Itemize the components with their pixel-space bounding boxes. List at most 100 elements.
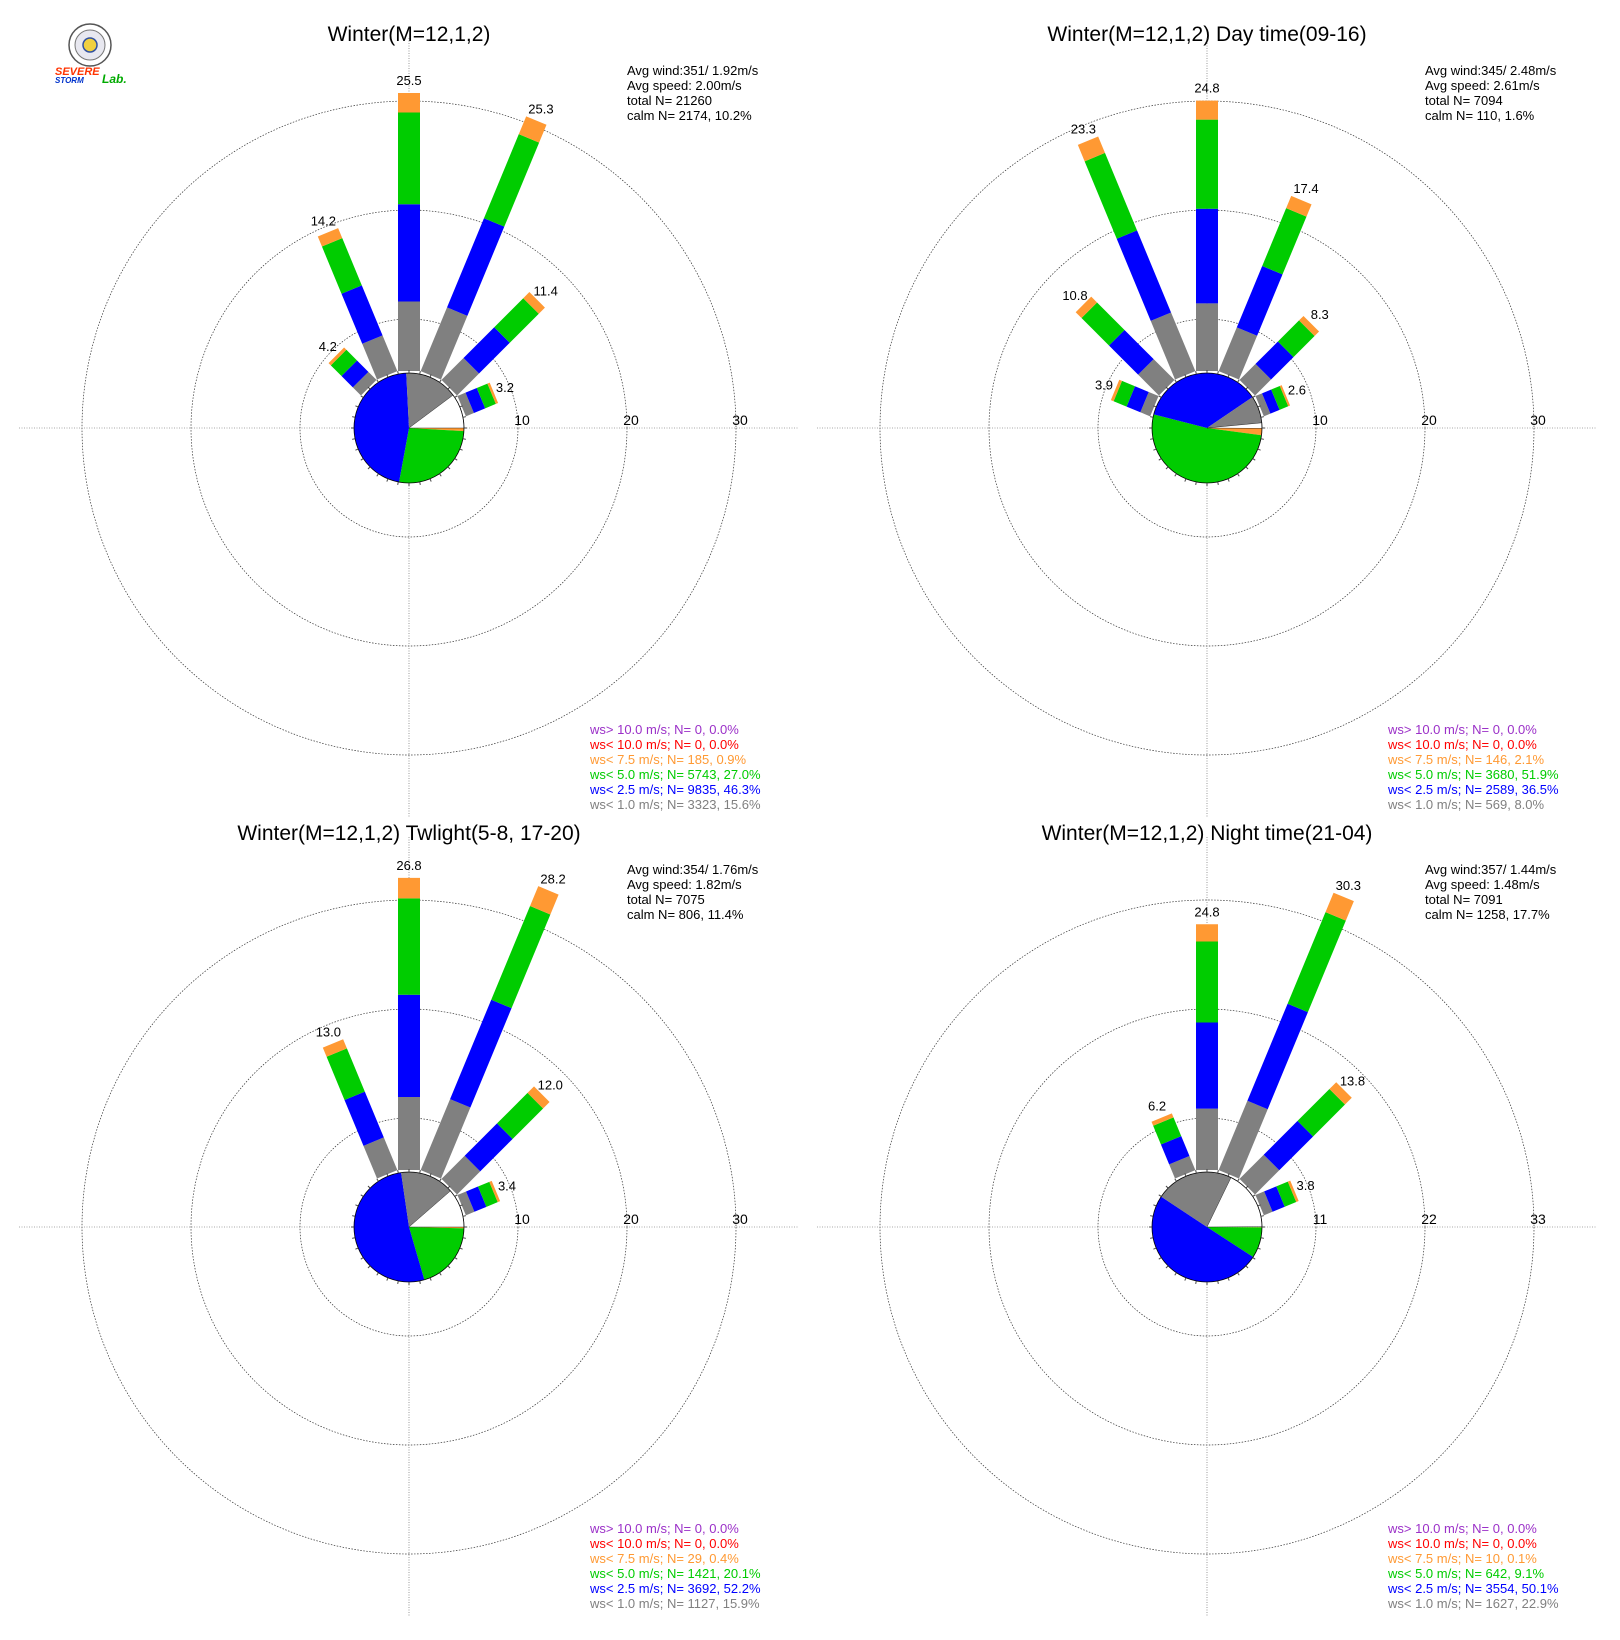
pie-tick: [1184, 478, 1187, 482]
bar-segment-lt7_5: [328, 347, 347, 366]
pie-slice-lt2_5: [1152, 1196, 1254, 1282]
bar-label: 28.2: [540, 871, 565, 886]
pie-tick: [1245, 466, 1249, 470]
bar-segment-lt2_5: [344, 1091, 384, 1146]
bar-segment-lt7_5: [1287, 1180, 1299, 1202]
bar-segment-lt5: [330, 349, 358, 377]
bar-segment-lt7_5: [1279, 385, 1291, 407]
bar-segment-lt2_5: [398, 994, 420, 1097]
pie-tick: [1252, 1194, 1256, 1197]
bar-label: 11.4: [533, 283, 557, 298]
bar-segment-lt7_5: [1110, 379, 1123, 402]
bar-segment-lt7_5: [487, 382, 499, 404]
pie-tick: [1158, 395, 1162, 398]
ring-label: 10: [1312, 412, 1328, 428]
bar-segment-lt5: [326, 1048, 365, 1101]
bar-segment-lt1: [1255, 1191, 1273, 1216]
bar-segment-lt5: [1196, 119, 1218, 209]
legend-entry-gt10: ws> 10.0 m/s; N= 0, 0.0%: [589, 722, 739, 737]
bar-segment-lt2_5: [463, 327, 510, 374]
bar-segment-lt2_5: [1196, 208, 1218, 304]
wind-rose-panel: Winter(M=12,1,2) Night time(21-04) 11 22 33…: [817, 822, 1597, 1617]
logo-text-lab: Lab.: [102, 72, 127, 86]
bar-label: 3.2: [496, 380, 514, 395]
pie-tick: [1227, 374, 1230, 378]
bar-segment-lt2_5: [1236, 265, 1283, 336]
ring-label: 20: [623, 412, 639, 428]
bar-segment-lt7_5: [398, 93, 420, 113]
bar-segment-lt5: [1276, 1181, 1297, 1207]
bar-segment-lt5: [398, 112, 420, 205]
bar-label: 4.2: [319, 339, 337, 354]
direction-bar: 23.3: [1071, 122, 1196, 380]
panel-title: Winter(M=12,1,2) Twlight(5-8, 17-20): [237, 822, 580, 845]
pie-tick: [439, 1178, 442, 1182]
bar-segment-lt1: [457, 392, 474, 417]
pie-slice-lt5: [399, 428, 464, 483]
ring-label: 33: [1530, 1211, 1546, 1227]
pie-tick: [462, 1215, 466, 1217]
direction-bar: 3.2: [457, 380, 514, 417]
legend-entry-lt10: ws< 10.0 m/s; N= 0, 0.0%: [589, 737, 739, 752]
bar-segment-lt5: [491, 906, 551, 1009]
stats-line: Avg wind:354/ 1.76m/s: [627, 862, 759, 877]
pie-tick: [1257, 405, 1261, 408]
ring-label: 20: [623, 1211, 639, 1227]
bar-label: 13.8: [1340, 1074, 1365, 1089]
pie-slice-lt1: [406, 373, 454, 428]
bar-segment-lt7_5: [1329, 1082, 1352, 1105]
pie-tick: [1245, 386, 1249, 390]
logo-seal-emblem: [82, 37, 98, 53]
pie-tick: [376, 1178, 379, 1182]
bar-segment-lt1: [1196, 303, 1218, 371]
legend-entry-lt7_5: ws< 7.5 m/s; N= 10, 0.1%: [1387, 1551, 1537, 1566]
bar-segment-lt2_5: [1196, 1022, 1218, 1109]
pie-tick: [454, 1194, 458, 1197]
direction-bar: 6.2: [1148, 1098, 1196, 1179]
pie-tick: [367, 1265, 371, 1269]
direction-bar: 8.3: [1239, 307, 1329, 396]
stats-line: calm N= 110, 1.6%: [1425, 108, 1535, 123]
ring-label: 11: [1313, 1211, 1328, 1227]
pie-tick: [1165, 1265, 1169, 1269]
bar-label: 10.8: [1062, 288, 1087, 303]
pie-tick: [1195, 1280, 1197, 1284]
direction-bar: 28.2: [420, 871, 566, 1179]
pie-tick: [459, 1204, 463, 1207]
pie-tick: [1153, 405, 1157, 408]
pie-tick: [1227, 1277, 1230, 1281]
bar-segment-lt7_5: [518, 116, 547, 143]
pie-tick: [367, 386, 371, 390]
panel-title: Winter(M=12,1,2): [328, 23, 491, 46]
bar-segment-lt5: [476, 383, 496, 409]
legend-entry-gt10: ws> 10.0 m/s; N= 0, 0.0%: [589, 1521, 739, 1536]
bar-segment-lt7_5: [317, 228, 343, 247]
pie-tick: [1153, 1204, 1157, 1207]
pie-tick: [1260, 1215, 1264, 1217]
pie-slice-lt2_5: [1153, 372, 1253, 428]
bar-segment-lt7_5: [1196, 924, 1218, 942]
direction-bar: 13.0: [316, 1024, 398, 1179]
pie-tick: [386, 374, 389, 378]
direction-bar: 25.5: [396, 73, 422, 371]
bar-segment-lt7_5: [1299, 315, 1320, 336]
bar-label: 23.3: [1071, 122, 1096, 137]
pie-tick: [454, 1257, 458, 1260]
bar-segment-lt1: [1218, 1100, 1268, 1179]
stats-line: calm N= 806, 11.4%: [627, 907, 744, 922]
panel-title: Winter(M=12,1,2) Day time(09-16): [1047, 23, 1366, 46]
bar-segment-lt5: [483, 134, 540, 227]
bar-segment-lt7_5: [1077, 136, 1105, 162]
bar-segment-lt2_5: [1255, 341, 1294, 380]
bar-segment-lt1: [457, 1191, 475, 1216]
pie-tick: [386, 1277, 389, 1281]
pie-tick: [462, 438, 466, 440]
pie-tick: [376, 379, 379, 383]
bar-segment-lt5: [1196, 941, 1218, 1023]
direction-bar: 17.4: [1218, 181, 1319, 380]
bar-segment-lt1: [1218, 327, 1258, 380]
bar-segment-lt7_5: [1325, 892, 1354, 921]
pie-tick: [355, 1204, 359, 1207]
pie-tick: [1237, 379, 1240, 383]
bar-segment-lt5: [477, 1181, 498, 1207]
